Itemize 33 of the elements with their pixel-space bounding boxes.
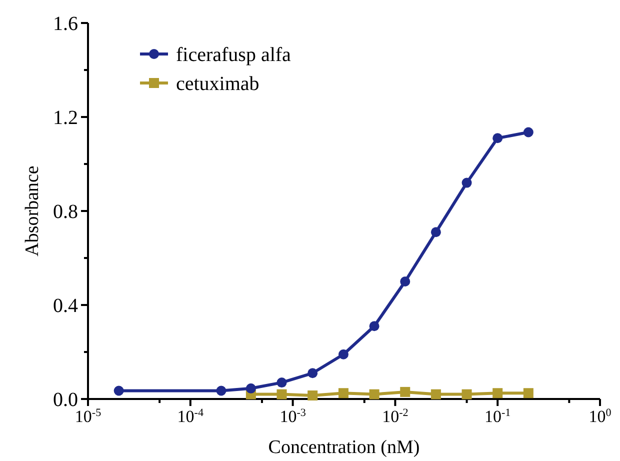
y-axis-title: Absorbance [22, 166, 43, 256]
point [308, 368, 318, 378]
x-tick-label: 10$^{-4}$ [177, 407, 204, 426]
point [216, 386, 226, 396]
point [523, 127, 534, 138]
point [246, 383, 256, 394]
point [462, 389, 472, 400]
point [369, 389, 380, 400]
point [400, 276, 410, 286]
point [308, 390, 318, 400]
point [338, 388, 348, 398]
point [492, 388, 503, 398]
point [369, 321, 380, 332]
x-tick-label: 10$^{-3}$ [280, 407, 306, 426]
y-tick-label: 0.8 [53, 201, 78, 223]
y-tick-label: 0.4 [53, 295, 78, 317]
point [462, 178, 472, 188]
legend-label: ficerafusp alfa [176, 44, 292, 66]
point [430, 227, 441, 238]
point [430, 389, 441, 400]
y-tick-label: 1.6 [53, 13, 78, 35]
x-tick-label: 10$^{0}$ [588, 407, 612, 426]
point [276, 389, 287, 400]
point [492, 133, 503, 144]
point [276, 378, 287, 388]
y-tick-label: 1.2 [53, 107, 78, 129]
x-tick-label: 10$^{-2}$ [382, 407, 408, 426]
x-tick-label: 10$^{-1}$ [484, 407, 511, 426]
legend-label: cetuximab [176, 73, 260, 95]
point [523, 388, 534, 398]
point [400, 386, 410, 397]
point [338, 349, 348, 360]
x-axis-title: Concentration (nM) [268, 437, 420, 458]
